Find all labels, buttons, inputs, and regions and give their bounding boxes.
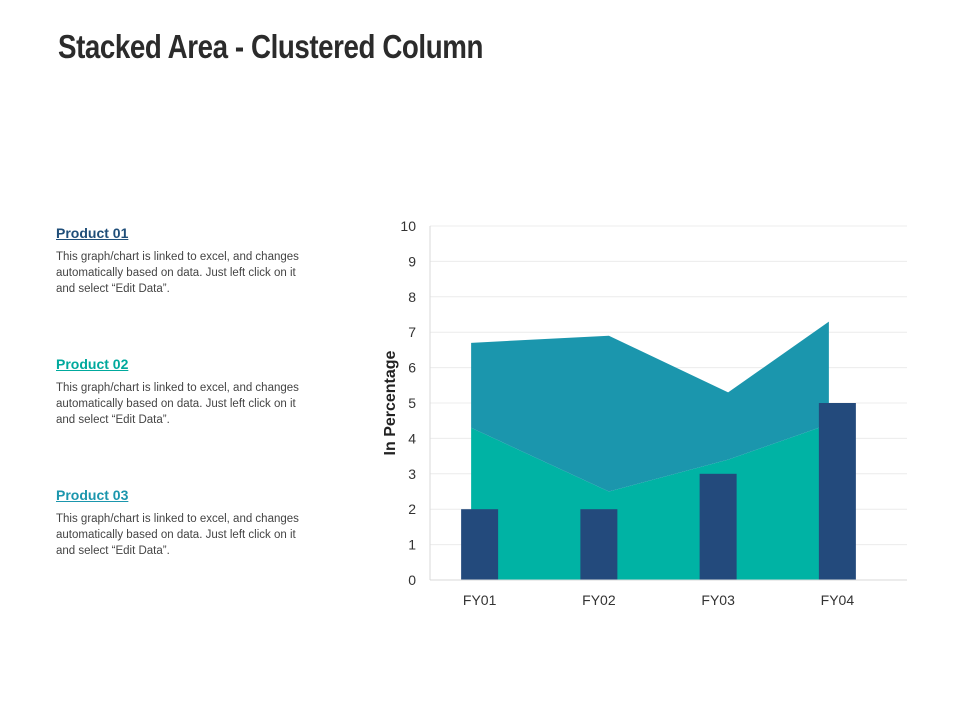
product-03-heading[interactable]: Product 03 <box>56 487 129 503</box>
column-fy04 <box>818 403 856 580</box>
axes <box>429 226 907 581</box>
y-tick-label-6: 6 <box>408 360 416 376</box>
y-tick-label-7: 7 <box>408 324 416 340</box>
stacked-area-clustered-column-chart[interactable]: 0 1 2 3 4 5 6 7 8 9 10 FY01 FY02 FY03 FY04 In Percent… <box>370 208 920 618</box>
product-03-description: This graph/chart is linked to excel, and… <box>56 513 299 557</box>
x-tick-label-fy01: FY01 <box>463 592 497 608</box>
x-tick-label-fy03: FY03 <box>701 592 735 608</box>
product-03-block: Product 03 This graph/chart is linked to… <box>56 487 318 559</box>
y-tick-label-9: 9 <box>408 253 416 269</box>
page-title: Stacked Area - Clustered Column <box>58 28 483 65</box>
area-series-1 <box>471 424 829 580</box>
y-tick-label-5: 5 <box>408 395 416 411</box>
column-series-layer <box>461 403 856 580</box>
x-tick-label-fy02: FY02 <box>582 592 616 608</box>
column-fy02 <box>580 509 618 580</box>
y-tick-labels: 0 1 2 3 4 5 6 7 8 9 10 <box>400 218 416 588</box>
y-tick-label-10: 10 <box>400 218 416 234</box>
column-fy01 <box>461 509 499 580</box>
area-series-2 <box>471 321 829 492</box>
y-tick-label-4: 4 <box>408 430 416 446</box>
product-02-description: This graph/chart is linked to excel, and… <box>56 382 299 426</box>
y-tick-label-0: 0 <box>408 572 416 588</box>
y-tick-label-2: 2 <box>408 501 416 517</box>
chart-container: 0 1 2 3 4 5 6 7 8 9 10 FY01 FY02 FY03 FY04 In Percent… <box>370 208 920 618</box>
y-tick-label-3: 3 <box>408 466 416 482</box>
y-axis-label: In Percentage <box>382 350 399 455</box>
product-02-heading[interactable]: Product 02 <box>56 356 129 372</box>
product-01-block: Product 01 This graph/chart is linked to… <box>56 225 318 297</box>
product-01-description: This graph/chart is linked to excel, and… <box>56 251 299 295</box>
product-02-block: Product 02 This graph/chart is linked to… <box>56 356 318 428</box>
area-series-layer <box>471 321 829 580</box>
product-01-heading[interactable]: Product 01 <box>56 225 129 241</box>
y-tick-label-8: 8 <box>408 289 416 305</box>
column-fy03 <box>699 473 737 580</box>
y-tick-label-1: 1 <box>408 537 416 553</box>
x-tick-label-fy04: FY04 <box>821 592 855 608</box>
x-tick-labels: FY01 FY02 FY03 FY04 <box>463 592 854 608</box>
